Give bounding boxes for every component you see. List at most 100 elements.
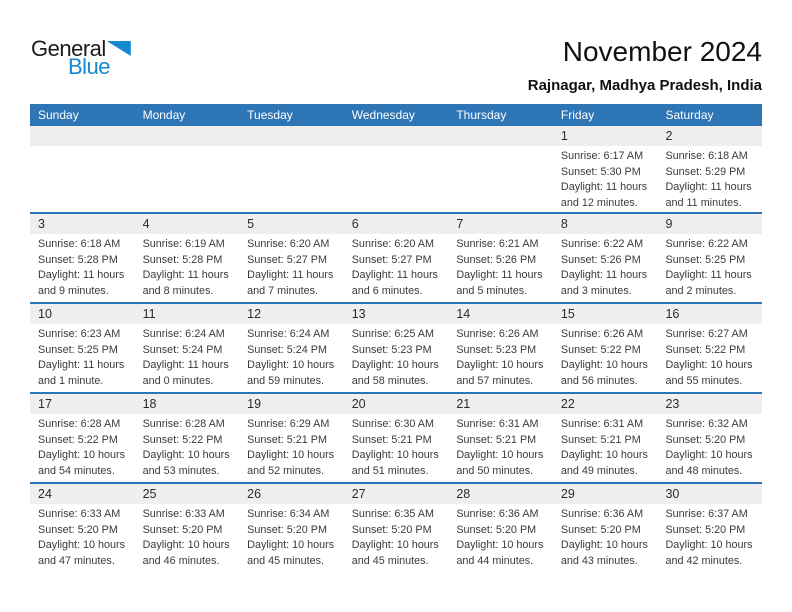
day-number-22: 22	[560, 397, 575, 411]
day-number-strip: 10 11 12 13 14 15 16	[30, 304, 762, 324]
day-number-empty	[135, 126, 240, 146]
sunrise-text: Sunrise: 6:19 AM	[142, 238, 225, 250]
sunrise-text: Sunrise: 6:34 AM	[247, 508, 330, 520]
day-number-21: 21	[456, 397, 471, 411]
sunrise-text: Sunrise: 6:20 AM	[351, 238, 434, 250]
day-number-6: 6	[351, 217, 359, 231]
day-number-28: 28	[456, 487, 471, 501]
sunset-text: Sunset: 5:25 PM	[665, 253, 746, 266]
day-number-29: 29	[560, 487, 575, 501]
day-number-27: 27	[351, 487, 366, 501]
daylight-text: Daylight: 11 hours and 1 minute.	[38, 359, 125, 387]
day-cell-23: Sunrise: 6:32 AM Sunset: 5:20 PM Daylight:…	[657, 414, 762, 479]
calendar-week-row: 24 25 26 27 28 29 30 Sunrise: 6:33 AM Sunset: 5:…	[30, 482, 762, 572]
logo-triangle-icon	[106, 41, 131, 56]
day-number-11: 11	[142, 307, 156, 321]
sunset-text: Sunset: 5:20 PM	[456, 523, 537, 536]
page-title: November 2024	[562, 36, 762, 67]
sunset-text: Sunset: 5:25 PM	[38, 343, 118, 356]
sunset-text: Sunset: 5:30 PM	[560, 165, 641, 178]
location-subtitle: Rajnagar, Madhya Pradesh, India	[527, 77, 762, 94]
sunrise-text: Sunrise: 6:23 AM	[38, 328, 121, 340]
day-number-9: 9	[665, 217, 673, 231]
daylight-text: Daylight: 11 hours and 3 minutes.	[560, 269, 648, 297]
day-cell-empty	[30, 146, 135, 211]
title-block: November 2024 Rajnagar, Madhya Pradesh, …	[528, 36, 762, 94]
sunrise-text: Sunrise: 6:18 AM	[665, 150, 748, 162]
weekday-header-thursday: Thursday	[456, 108, 507, 122]
day-cell-25: Sunrise: 6:33 AM Sunset: 5:20 PM Daylight:…	[135, 504, 240, 569]
day-number-8: 8	[560, 217, 568, 231]
daylight-text: Daylight: 10 hours and 49 minutes.	[560, 449, 648, 477]
day-number-24: 24	[38, 487, 52, 501]
sunrise-text: Sunrise: 6:24 AM	[247, 328, 330, 340]
general-blue-logo: General Blue	[31, 38, 131, 78]
daylight-text: Daylight: 10 hours and 46 minutes.	[142, 539, 230, 567]
day-number-strip: 24 25 26 27 28 29 30	[30, 484, 762, 504]
day-number-25: 25	[142, 487, 157, 501]
day-cell-16: Sunrise: 6:27 AM Sunset: 5:22 PM Daylight:…	[657, 324, 762, 389]
day-number-3: 3	[38, 217, 45, 231]
sunset-text: Sunset: 5:26 PM	[560, 253, 641, 266]
weekday-header-sunday: Sunday	[38, 108, 79, 122]
daylight-text: Daylight: 10 hours and 42 minutes.	[665, 539, 753, 567]
sunrise-text: Sunrise: 6:28 AM	[38, 418, 121, 430]
day-cell-27: Sunrise: 6:35 AM Sunset: 5:20 PM Daylight:…	[344, 504, 449, 569]
daylight-text: Daylight: 10 hours and 44 minutes.	[456, 539, 544, 567]
day-cell-28: Sunrise: 6:36 AM Sunset: 5:20 PM Daylight:…	[448, 504, 553, 569]
daylight-text: Daylight: 11 hours and 0 minutes.	[142, 359, 229, 387]
day-number-14: 14	[456, 307, 471, 321]
sunset-text: Sunset: 5:20 PM	[38, 523, 118, 536]
sunset-text: Sunset: 5:22 PM	[38, 433, 118, 446]
daylight-text: Daylight: 10 hours and 52 minutes.	[247, 449, 335, 477]
sunset-text: Sunset: 5:28 PM	[38, 253, 118, 266]
daylight-text: Daylight: 11 hours and 5 minutes.	[456, 269, 543, 297]
day-number-empty	[239, 126, 344, 146]
day-cell-13: Sunrise: 6:25 AM Sunset: 5:23 PM Daylight:…	[344, 324, 449, 389]
calendar-week-row: 1 2 Sunrise: 6:17 AM Sunset: 5:30 PM Dayligh…	[30, 126, 762, 212]
daylight-text: Daylight: 10 hours and 59 minutes.	[247, 359, 335, 387]
daylight-text: Daylight: 11 hours and 8 minutes.	[142, 269, 229, 297]
daylight-text: Daylight: 11 hours and 9 minutes.	[38, 269, 125, 297]
day-number-empty	[30, 126, 135, 146]
sunrise-text: Sunrise: 6:32 AM	[665, 418, 748, 430]
day-cell-18: Sunrise: 6:28 AM Sunset: 5:22 PM Daylight:…	[135, 414, 240, 479]
daylight-text: Daylight: 11 hours and 6 minutes.	[351, 269, 438, 297]
day-number-17: 17	[38, 397, 52, 411]
daylight-text: Daylight: 11 hours and 12 minutes.	[560, 181, 648, 209]
sunset-text: Sunset: 5:20 PM	[665, 433, 746, 446]
sunrise-text: Sunrise: 6:22 AM	[665, 238, 748, 250]
sunrise-text: Sunrise: 6:33 AM	[38, 508, 121, 520]
day-number-1: 1	[560, 129, 568, 143]
daylight-text: Daylight: 10 hours and 55 minutes.	[665, 359, 753, 387]
sunset-text: Sunset: 5:20 PM	[142, 523, 223, 536]
day-number-empty	[344, 126, 449, 146]
day-number-13: 13	[351, 307, 366, 321]
sunrise-text: Sunrise: 6:18 AM	[38, 238, 121, 250]
day-cell-20: Sunrise: 6:30 AM Sunset: 5:21 PM Daylight:…	[344, 414, 449, 479]
sunset-text: Sunset: 5:20 PM	[247, 523, 327, 536]
daylight-text: Daylight: 10 hours and 57 minutes.	[456, 359, 544, 387]
weekday-header-tuesday: Tuesday	[247, 108, 293, 122]
sunrise-text: Sunrise: 6:24 AM	[142, 328, 225, 340]
daylight-text: Daylight: 10 hours and 47 minutes.	[38, 539, 126, 567]
day-number-2: 2	[665, 129, 673, 143]
calendar-weeks: 1 2 Sunrise: 6:17 AM Sunset: 5:30 PM Dayligh…	[30, 126, 762, 572]
day-number-16: 16	[665, 307, 680, 321]
day-cell-2: Sunrise: 6:18 AM Sunset: 5:29 PM Daylight:…	[657, 146, 762, 211]
sunset-text: Sunset: 5:21 PM	[560, 433, 641, 446]
day-cell-26: Sunrise: 6:34 AM Sunset: 5:20 PM Daylight:…	[239, 504, 344, 569]
day-cell-11: Sunrise: 6:24 AM Sunset: 5:24 PM Daylight:…	[135, 324, 240, 389]
weekday-header-saturday: Saturday	[665, 108, 714, 122]
daylight-text: Daylight: 10 hours and 51 minutes.	[351, 449, 439, 477]
sunset-text: Sunset: 5:21 PM	[247, 433, 327, 446]
sunrise-text: Sunrise: 6:33 AM	[142, 508, 225, 520]
day-cell-10: Sunrise: 6:23 AM Sunset: 5:25 PM Daylight:…	[30, 324, 135, 389]
day-cell-22: Sunrise: 6:31 AM Sunset: 5:21 PM Daylight:…	[553, 414, 658, 479]
day-cell-empty	[448, 146, 553, 211]
sunset-text: Sunset: 5:29 PM	[665, 165, 746, 178]
day-cell-5: Sunrise: 6:20 AM Sunset: 5:27 PM Daylight:…	[239, 234, 344, 299]
day-cell-empty	[344, 146, 449, 211]
sunrise-text: Sunrise: 6:26 AM	[456, 328, 539, 340]
sunset-text: Sunset: 5:21 PM	[456, 433, 537, 446]
